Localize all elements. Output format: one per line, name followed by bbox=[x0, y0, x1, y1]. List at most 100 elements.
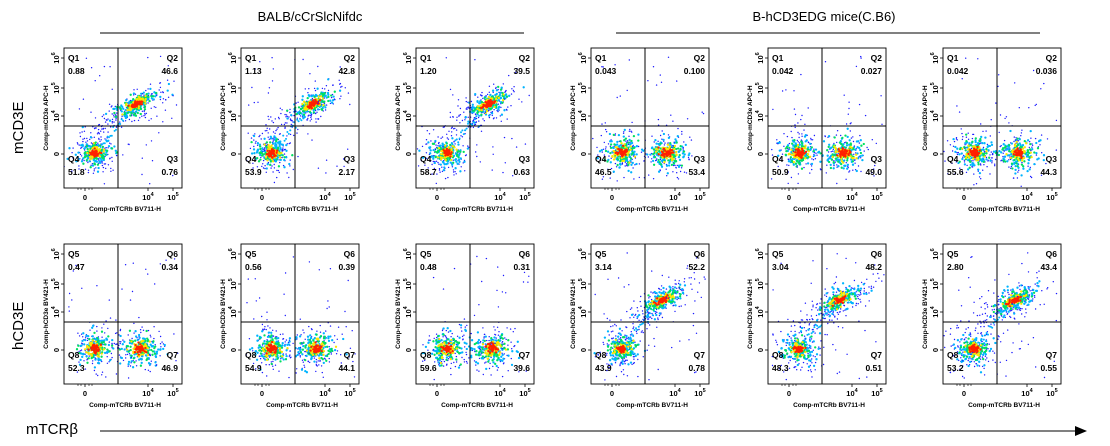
event-dot bbox=[259, 61, 261, 63]
event-dot bbox=[127, 104, 130, 107]
event-dot bbox=[980, 178, 982, 180]
event-dot bbox=[457, 105, 459, 107]
event-dot bbox=[1008, 144, 1011, 147]
event-dot bbox=[141, 115, 143, 117]
event-dot bbox=[454, 158, 457, 162]
event-dot bbox=[95, 127, 97, 129]
event-dot bbox=[477, 116, 480, 119]
event-dot bbox=[497, 99, 501, 102]
event-dot bbox=[336, 165, 338, 167]
event-dot bbox=[132, 97, 135, 101]
event-dot bbox=[466, 107, 468, 109]
sparse-events bbox=[248, 57, 351, 179]
event-dot bbox=[833, 142, 835, 145]
event-dot bbox=[612, 158, 616, 161]
event-dot bbox=[829, 166, 833, 170]
event-dot bbox=[956, 153, 959, 156]
event-dot bbox=[260, 138, 262, 140]
event-dot bbox=[841, 148, 844, 152]
event-dot bbox=[478, 120, 480, 122]
event-dot bbox=[513, 86, 515, 88]
event-dot bbox=[445, 162, 448, 166]
event-dot bbox=[147, 88, 149, 90]
event-dot bbox=[271, 150, 274, 153]
event-dot bbox=[326, 91, 330, 95]
event-dot bbox=[777, 154, 780, 157]
event-dot bbox=[667, 142, 669, 144]
event-dot bbox=[316, 111, 318, 114]
event-dot bbox=[1027, 158, 1031, 162]
event-dot bbox=[625, 140, 627, 142]
event-dot bbox=[990, 143, 994, 147]
event-dot bbox=[471, 109, 473, 111]
event-dot bbox=[816, 154, 818, 156]
event-dot bbox=[1016, 137, 1019, 140]
event-dot bbox=[494, 97, 498, 101]
event-dot bbox=[500, 106, 502, 109]
event-dot bbox=[318, 100, 320, 103]
event-dot bbox=[329, 99, 332, 102]
event-dot bbox=[669, 149, 672, 152]
event-dot bbox=[859, 151, 863, 155]
event-dot bbox=[656, 160, 660, 164]
event-dot bbox=[975, 159, 978, 162]
event-dot bbox=[156, 94, 158, 97]
event-dot bbox=[91, 144, 95, 147]
event-dot bbox=[119, 121, 121, 123]
event-dot bbox=[635, 145, 639, 148]
event-dot bbox=[66, 157, 69, 161]
event-dot bbox=[437, 136, 439, 138]
event-dot bbox=[488, 85, 491, 88]
event-dot bbox=[307, 92, 309, 94]
event-dot bbox=[1029, 151, 1032, 154]
event-dot bbox=[982, 130, 984, 133]
event-dot bbox=[788, 158, 790, 160]
event-dot bbox=[93, 127, 96, 130]
quadrant-percent: 1.13 bbox=[245, 66, 262, 76]
event-dot bbox=[831, 153, 834, 156]
event-dot bbox=[849, 150, 852, 154]
event-dot bbox=[93, 170, 95, 172]
event-dot bbox=[793, 108, 796, 110]
event-dot bbox=[465, 127, 468, 130]
event-dot bbox=[426, 130, 428, 132]
event-dot bbox=[80, 155, 83, 157]
event-dot bbox=[798, 143, 801, 146]
event-dot bbox=[280, 112, 282, 115]
quadrant-percent: 53.4 bbox=[688, 167, 705, 177]
event-dot bbox=[786, 172, 789, 174]
event-dot bbox=[516, 68, 518, 70]
event-dot bbox=[672, 162, 676, 165]
event-dot bbox=[285, 156, 288, 159]
event-dot bbox=[797, 131, 799, 134]
event-dot bbox=[791, 157, 794, 161]
event-dot bbox=[859, 139, 862, 142]
event-dot bbox=[271, 57, 273, 59]
event-dot bbox=[320, 115, 322, 118]
event-dot bbox=[672, 151, 675, 154]
event-dot bbox=[985, 147, 988, 151]
event-dot bbox=[492, 146, 494, 148]
event-dot bbox=[830, 158, 834, 161]
event-dot bbox=[103, 183, 106, 185]
event-dot bbox=[640, 148, 644, 151]
y-axis-title: Comp-mCD3e APC-H bbox=[747, 85, 754, 150]
event-dot bbox=[288, 176, 290, 179]
event-dot bbox=[280, 151, 283, 155]
event-dot bbox=[998, 131, 1000, 134]
event-dot bbox=[299, 117, 301, 120]
event-dot bbox=[273, 137, 275, 139]
event-dot bbox=[840, 160, 843, 163]
event-dot bbox=[256, 166, 259, 168]
event-dot bbox=[281, 109, 283, 111]
event-dot bbox=[608, 155, 610, 157]
event-dot bbox=[476, 144, 478, 146]
event-dot bbox=[430, 160, 432, 162]
event-dot bbox=[652, 178, 655, 180]
event-dot bbox=[501, 99, 505, 102]
event-dot bbox=[110, 126, 112, 128]
event-dot bbox=[78, 144, 80, 146]
event-dot bbox=[80, 147, 82, 149]
event-dot bbox=[673, 154, 676, 158]
event-dot bbox=[107, 147, 109, 149]
